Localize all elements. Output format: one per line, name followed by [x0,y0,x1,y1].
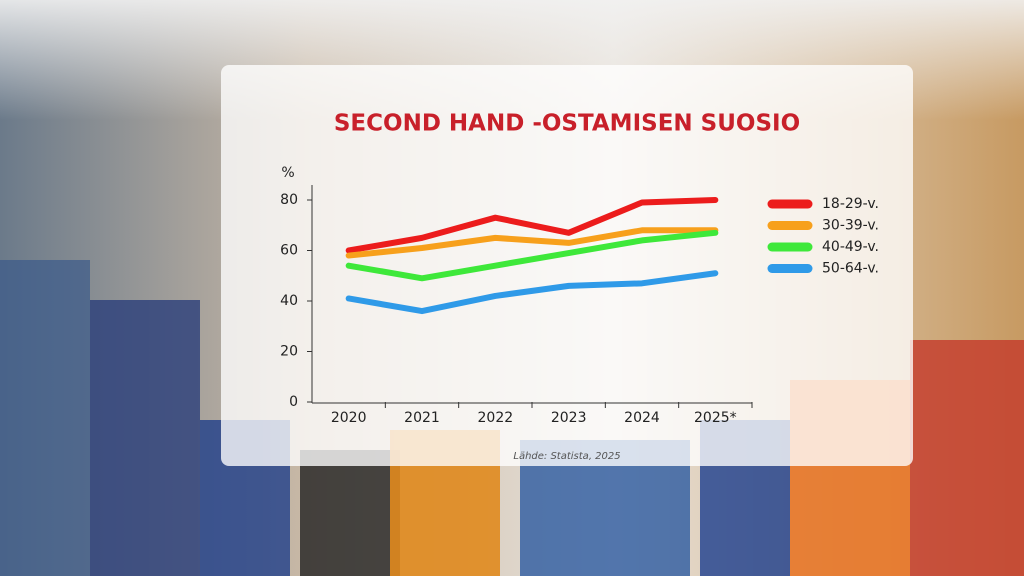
data-line [345,229,719,282]
source: Lähde: Statista, 2025 [513,451,620,462]
chart-title: SECOND HAND -OSTAMISEN SUOSIO [334,111,800,137]
y-tick-label: 0 [289,394,298,410]
x-tick-label: 2021 [404,410,440,426]
legend-label: 40-49-v. [822,239,879,255]
y-tick-label: 20 [280,344,298,360]
legend-label: 18-29-v. [822,196,879,212]
x-tick-label: 2024 [624,410,660,426]
x-tick-label: 2025* [694,410,737,426]
x-tick-label: 2023 [551,410,587,426]
x-tick-label: 2020 [331,410,367,426]
legend-label: 50-64-v. [822,261,879,277]
data-line [345,227,719,259]
legend-label: 30-39-v. [822,218,879,234]
y-tick-label: 60 [280,243,298,259]
data-line [345,197,719,254]
y-tick-label: 80 [280,192,298,208]
panel [221,65,913,466]
x-tick-label: 2022 [478,410,514,426]
data-line [345,270,719,315]
y-axis-label: % [281,165,294,181]
y-tick-label: 40 [280,293,298,309]
